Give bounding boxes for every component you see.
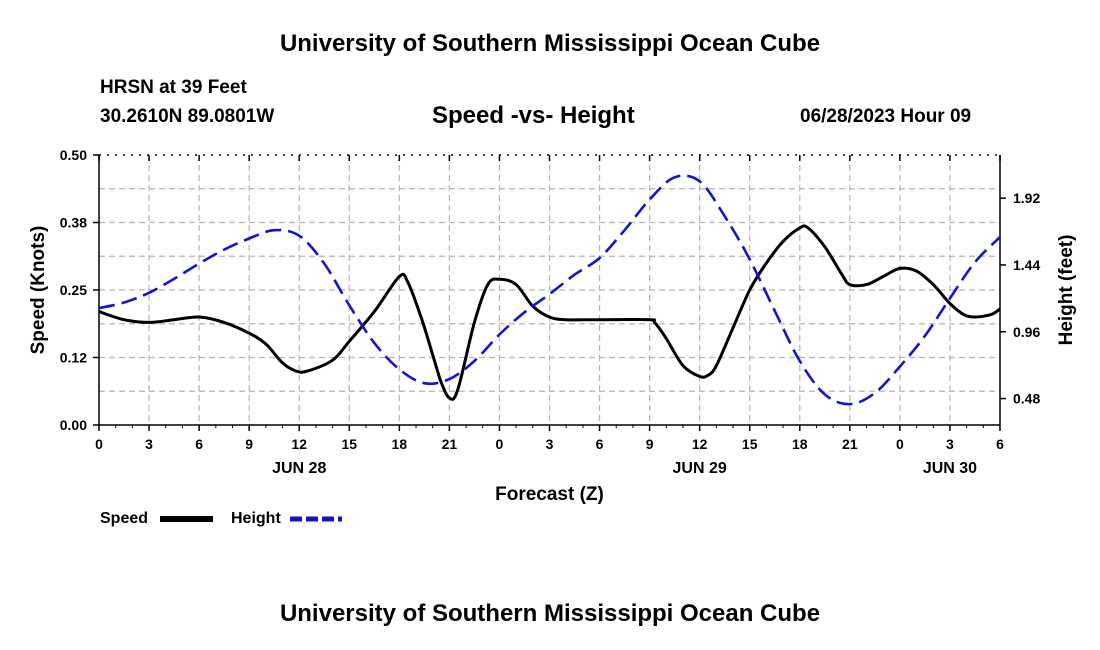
y2-tick-label: 0.96 [1013, 324, 1040, 340]
x-tick-label: 3 [946, 436, 954, 452]
x-tick-label: 18 [792, 436, 808, 452]
station-coordinates: 30.2610N 89.0801W [100, 106, 275, 127]
x-tick-label: 9 [245, 436, 253, 452]
height-series-line [98, 174, 1001, 406]
x-tick-label: 3 [145, 436, 153, 452]
legend-height-label: Height [231, 510, 281, 527]
x-tick-label: 0 [95, 436, 103, 452]
x-tick-label: 0 [896, 436, 904, 452]
legend-height-swatch [290, 516, 342, 522]
x-tick-label: 6 [596, 436, 604, 452]
x-tick-label: 15 [341, 436, 357, 452]
x-tick-label: 21 [442, 436, 458, 452]
x-tick-label: 21 [842, 436, 858, 452]
legend-speed-swatch [160, 516, 213, 522]
x-tick-label: 9 [646, 436, 654, 452]
y2-tick-label: 1.44 [1013, 257, 1040, 273]
forecast-datetime: 06/28/2023 Hour 09 [800, 106, 972, 127]
y2-axis-label: Height (feet) [1056, 235, 1077, 346]
y-tick-label: 0.12 [60, 350, 87, 366]
x-tick-label: 18 [392, 436, 408, 452]
legend-speed-label: Speed [100, 510, 149, 527]
x-tick-label: 6 [195, 436, 203, 452]
station-label: HRSN at 39 Feet [100, 77, 247, 98]
x-tick-label: 12 [291, 436, 307, 452]
chart-title: Speed -vs- Height [432, 102, 635, 129]
y2-tick-label: 0.48 [1013, 391, 1040, 407]
footer-title: University of Southern Mississippi Ocean… [279, 600, 821, 627]
x-axis-label: Forecast (Z) [495, 484, 604, 505]
x-tick-label: 6 [996, 436, 1004, 452]
y-axis-label: Speed (Knots) [28, 226, 49, 355]
y-tick-label: 0.50 [60, 147, 87, 163]
date-label: JUN 30 [923, 460, 977, 477]
page-title: University of Southern Mississippi Ocean… [279, 30, 821, 57]
date-label: JUN 28 [272, 460, 326, 477]
speed-series-line [98, 224, 1001, 401]
y-tick-label: 0.00 [60, 417, 87, 433]
y2-tick-label: 1.92 [1013, 190, 1040, 206]
x-tick-label: 3 [546, 436, 554, 452]
x-tick-label: 15 [742, 436, 758, 452]
y-tick-label: 0.38 [60, 215, 87, 231]
y-tick-label: 0.25 [60, 282, 87, 298]
x-tick-label: 0 [496, 436, 504, 452]
x-tick-label: 12 [692, 436, 708, 452]
date-label: JUN 29 [673, 460, 727, 477]
